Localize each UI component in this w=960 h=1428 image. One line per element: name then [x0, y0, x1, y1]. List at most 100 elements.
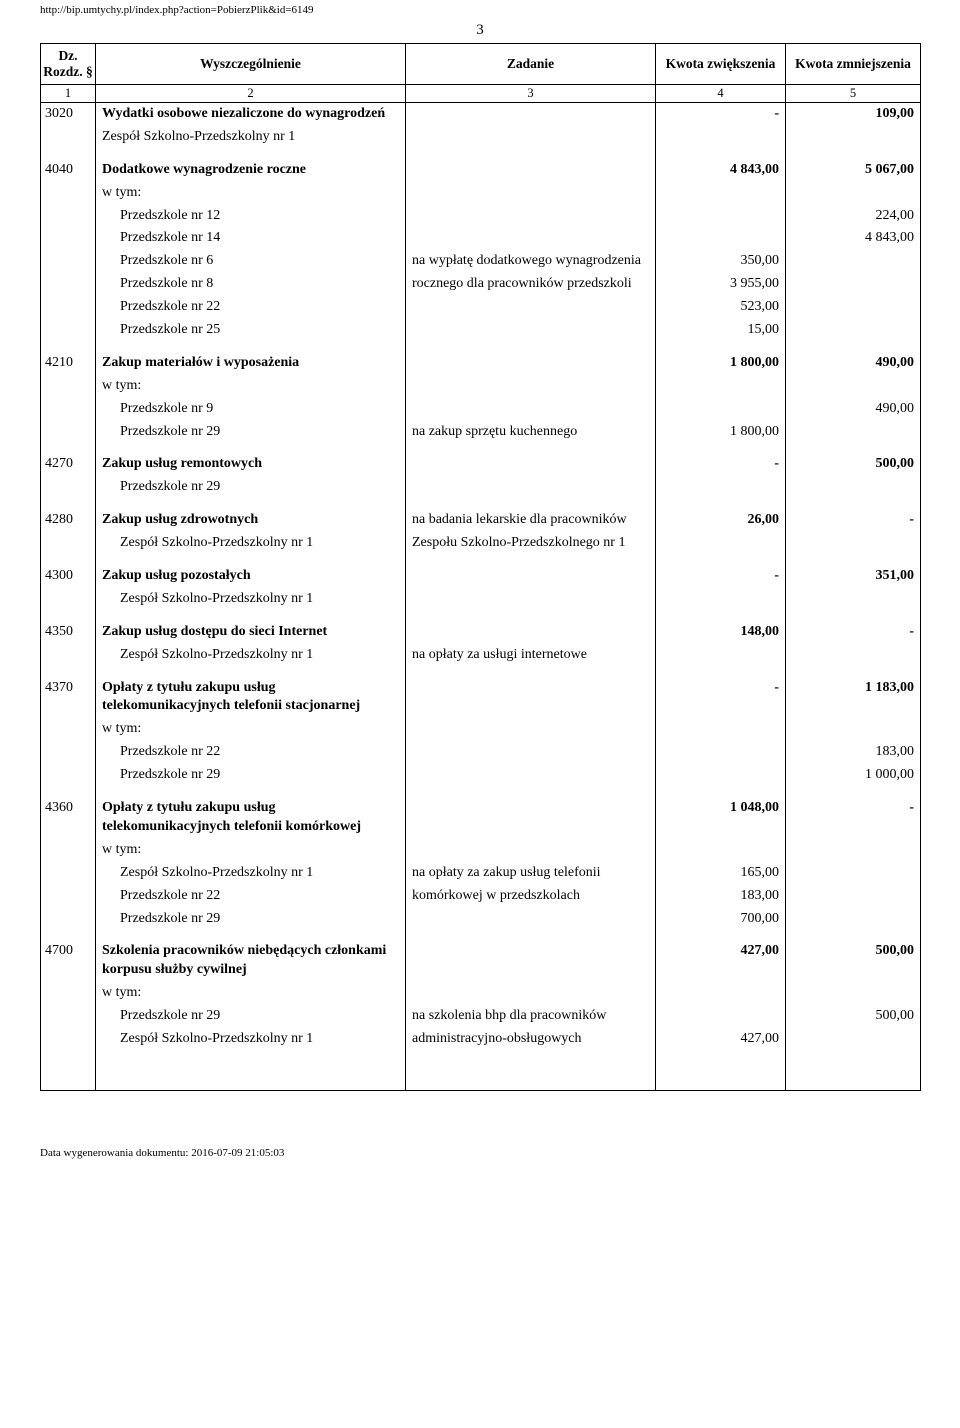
detail-code [41, 398, 96, 421]
detail-row: w tym: [41, 375, 921, 398]
section-code: 4360 [41, 797, 96, 839]
section-title: Wydatki osobowe niezaliczone do wynagrod… [96, 103, 406, 126]
section-spacer [41, 555, 921, 565]
section-title-row: 4280Zakup usług zdrowotnychna badania le… [41, 509, 921, 532]
detail-increase: 350,00 [656, 250, 786, 273]
detail-desc: Przedszkole nr 22 [96, 885, 406, 908]
detail-decrease: 500,00 [786, 1005, 921, 1028]
detail-code [41, 1028, 96, 1051]
detail-increase: 1 800,00 [656, 421, 786, 444]
detail-decrease [786, 982, 921, 1005]
detail-task: komórkowej w przedszkolach [406, 885, 656, 908]
detail-task [406, 296, 656, 319]
section-code: 4280 [41, 509, 96, 532]
coln-2: 2 [96, 85, 406, 103]
detail-row: w tym: [41, 182, 921, 205]
section-spacer [41, 499, 921, 509]
detail-code [41, 476, 96, 499]
detail-code [41, 250, 96, 273]
detail-increase [656, 839, 786, 862]
detail-increase: 700,00 [656, 908, 786, 931]
section-code: 4270 [41, 453, 96, 476]
budget-table: Dz. Rozdz. § Wyszczególnienie Zadanie Kw… [40, 43, 921, 1091]
section-title: Zakup usług pozostałych [96, 565, 406, 588]
detail-decrease [786, 908, 921, 931]
section-title: Opłaty z tytułu zakupu usług telekomunik… [96, 677, 406, 719]
trailing-spacer [41, 1061, 921, 1071]
section-decrease: 500,00 [786, 453, 921, 476]
detail-row: Przedszkole nr 12224,00 [41, 205, 921, 228]
section-title: Zakup materiałów i wyposażenia [96, 352, 406, 375]
section-code: 4370 [41, 677, 96, 719]
detail-code [41, 182, 96, 205]
detail-code [41, 205, 96, 228]
section-increase: 427,00 [656, 940, 786, 982]
detail-desc: Przedszkole nr 22 [96, 741, 406, 764]
detail-increase: 3 955,00 [656, 273, 786, 296]
detail-desc: Zespół Szkolno-Przedszkolny nr 1 [96, 532, 406, 555]
detail-desc: Przedszkole nr 22 [96, 296, 406, 319]
detail-code [41, 375, 96, 398]
section-task [406, 621, 656, 644]
section-spacer [41, 149, 921, 159]
detail-decrease [786, 296, 921, 319]
detail-code [41, 885, 96, 908]
detail-code [41, 296, 96, 319]
page-container: http://bip.umtychy.pl/index.php?action=P… [0, 0, 960, 1171]
detail-increase [656, 741, 786, 764]
detail-increase [656, 718, 786, 741]
section-increase: 1 800,00 [656, 352, 786, 375]
section-title-row: 4350Zakup usług dostępu do sieci Interne… [41, 621, 921, 644]
detail-code [41, 908, 96, 931]
table-body: 3020Wydatki osobowe niezaliczone do wyna… [41, 103, 921, 1091]
section-task: na badania lekarskie dla pracowników [406, 509, 656, 532]
th-inc: Kwota zwiększenia [656, 44, 786, 85]
page-number: 3 [40, 22, 920, 39]
detail-row: Przedszkole nr 9490,00 [41, 398, 921, 421]
detail-task [406, 839, 656, 862]
detail-code [41, 532, 96, 555]
section-title: Zakup usług dostępu do sieci Internet [96, 621, 406, 644]
section-task [406, 453, 656, 476]
detail-task: na wypłatę dodatkowego wynagrodzenia [406, 250, 656, 273]
detail-decrease [786, 885, 921, 908]
section-title: Szkolenia pracowników niebędących członk… [96, 940, 406, 982]
th-dec: Kwota zmniejszenia [786, 44, 921, 85]
detail-row: Przedszkole nr 291 000,00 [41, 764, 921, 787]
section-decrease: - [786, 797, 921, 839]
detail-decrease [786, 1028, 921, 1051]
section-increase: 1 048,00 [656, 797, 786, 839]
section-task [406, 159, 656, 182]
th-code: Dz. Rozdz. § [41, 44, 96, 85]
section-task [406, 352, 656, 375]
section-code: 4700 [41, 940, 96, 982]
detail-increase [656, 375, 786, 398]
detail-increase: 523,00 [656, 296, 786, 319]
detail-increase [656, 398, 786, 421]
detail-increase [656, 982, 786, 1005]
detail-task: na szkolenia bhp dla pracowników [406, 1005, 656, 1028]
section-code: 4210 [41, 352, 96, 375]
detail-desc: Zespół Szkolno-Przedszkolny nr 1 [96, 588, 406, 611]
detail-decrease [786, 644, 921, 667]
detail-task: na opłaty za usługi internetowe [406, 644, 656, 667]
detail-desc: w tym: [96, 718, 406, 741]
section-code: 3020 [41, 103, 96, 126]
detail-desc: Przedszkole nr 29 [96, 476, 406, 499]
detail-increase: 183,00 [656, 885, 786, 908]
section-increase: - [656, 453, 786, 476]
section-title: Opłaty z tytułu zakupu usług telekomunik… [96, 797, 406, 839]
detail-desc: Zespół Szkolno-Przedszkolny nr 1 [96, 862, 406, 885]
coln-1: 1 [41, 85, 96, 103]
detail-increase [656, 644, 786, 667]
detail-desc: w tym: [96, 375, 406, 398]
section-task [406, 103, 656, 126]
detail-code [41, 862, 96, 885]
section-title-row: 4700Szkolenia pracowników niebędących cz… [41, 940, 921, 982]
detail-task [406, 718, 656, 741]
detail-desc: Przedszkole nr 14 [96, 227, 406, 250]
detail-row: Przedszkole nr 22 523,00 [41, 296, 921, 319]
detail-row: w tym: [41, 982, 921, 1005]
detail-decrease [786, 839, 921, 862]
th-desc: Wyszczególnienie [96, 44, 406, 85]
